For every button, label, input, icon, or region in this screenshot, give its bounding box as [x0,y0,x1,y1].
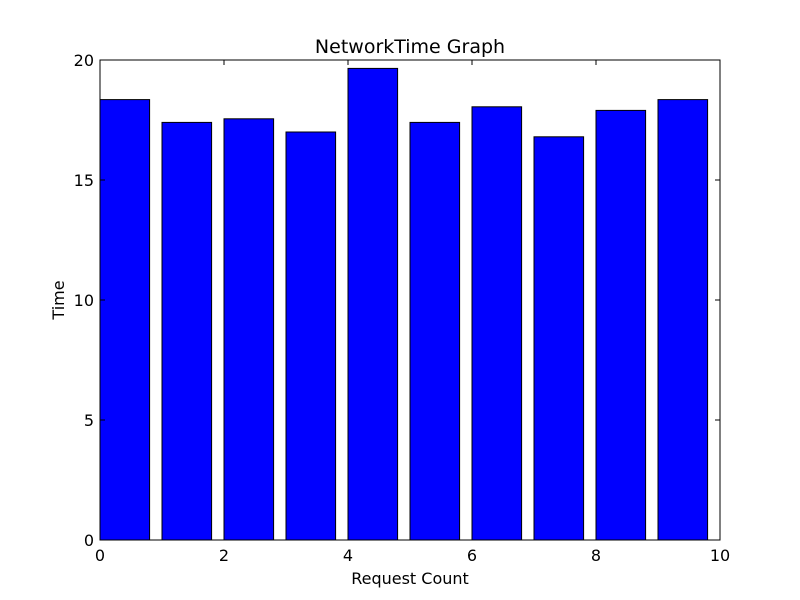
bar-1 [161,121,213,541]
bar-3 [285,131,337,541]
y-tick-label-3: 15 [74,171,94,190]
bar-0 [99,99,151,541]
x-axis-label: Request Count [351,569,469,588]
y-tick-label-0: 0 [84,531,94,550]
bar-4 [347,67,399,541]
y-tick-label-1: 5 [84,411,94,430]
bar-8 [595,109,647,541]
y-tick-label-2: 10 [74,291,94,310]
x-tick-label-4: 8 [591,546,601,565]
bar-7 [533,136,585,541]
ticks-layer: 0 2 4 6 8 10 0 5 10 15 20 [74,51,731,565]
bar-9 [657,99,709,541]
bars-layer [99,67,709,541]
plot-area-frame [99,59,721,541]
x-tick-label-1: 2 [219,546,229,565]
y-tick-label-4: 20 [74,51,94,70]
x-tick-label-2: 4 [343,546,353,565]
x-tick-label-5: 10 [710,546,730,565]
bar-6 [471,106,523,541]
bar-2 [223,118,275,541]
x-tick-label-3: 6 [467,546,477,565]
x-tick-label-0: 0 [95,546,105,565]
chart-title: NetworkTime Graph [315,36,505,58]
bar-5 [409,121,461,541]
y-axis-label: Time [49,280,68,320]
